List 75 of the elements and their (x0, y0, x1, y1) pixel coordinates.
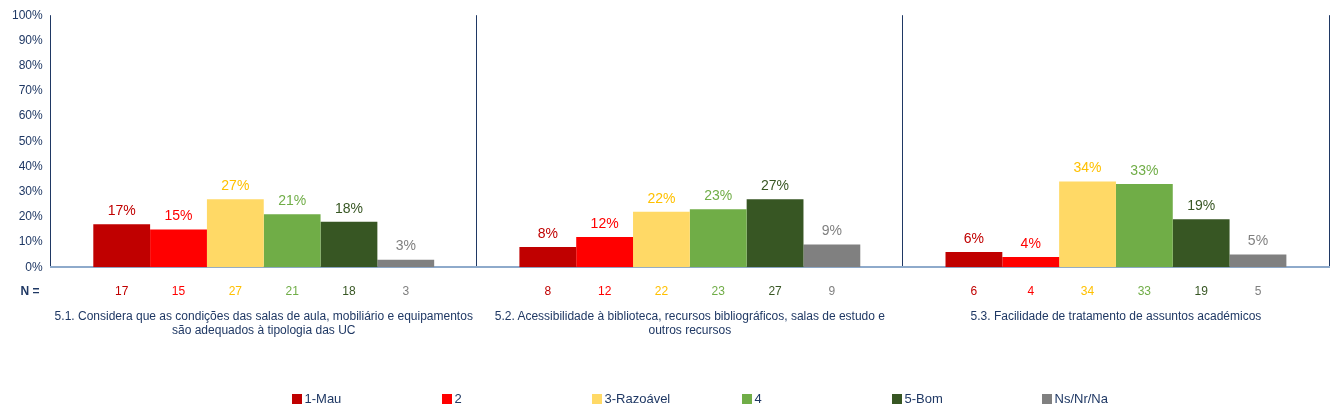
y-tick-label: 60% (18, 108, 44, 123)
data-label: 6% (963, 229, 985, 246)
x-tick-label: 5.2. Acessibilidade à biblioteca, recursos bibliográficos, salas de estudo e outros recursos (494, 308, 886, 338)
y-tick-label: 70% (18, 83, 44, 98)
bar (1115, 184, 1173, 268)
legend-label: 4 (754, 391, 762, 406)
data-label: 18% (334, 199, 363, 216)
data-label: 27% (221, 177, 250, 194)
text: 34 (1080, 283, 1095, 298)
data-label: 21% (278, 192, 307, 209)
text: 5 (1254, 283, 1262, 298)
data-label: 9% (821, 222, 842, 239)
text: 4 (1027, 283, 1035, 298)
y-tick-label: 80% (18, 57, 44, 72)
y-tick-label: 90% (18, 32, 44, 47)
data-label: 19% (1187, 197, 1216, 214)
legend-label: 3-Razoável (604, 391, 671, 406)
text: 15 (171, 283, 186, 298)
data-label: 15% (164, 207, 193, 224)
text: 18 (342, 283, 356, 298)
text: 8 (544, 283, 552, 298)
bar (320, 221, 378, 268)
bar (263, 214, 321, 268)
text: 19 (1194, 283, 1209, 298)
x-tick-label: 5.3. Facilidade de tratamento de assuntos académicos (970, 308, 1262, 323)
bar (206, 199, 264, 268)
legend-label: 2 (454, 391, 462, 406)
bar (150, 229, 207, 268)
bar (1002, 257, 1060, 268)
data-label: 5% (1247, 232, 1269, 249)
data-label: 17% (107, 202, 136, 219)
legend-label: Ns/Nr/Na (1054, 391, 1108, 406)
bar (377, 259, 435, 268)
legend-label: 5-Bom (904, 391, 943, 406)
bar (1172, 219, 1230, 268)
bar (1059, 181, 1116, 268)
y-tick-label: 40% (18, 158, 44, 173)
text: 9 (828, 283, 836, 298)
bar (1229, 254, 1287, 268)
y-tick-label: 0% (25, 259, 44, 274)
text: 12 (597, 283, 612, 298)
data-label: 23% (704, 187, 733, 204)
text: 27 (228, 283, 243, 298)
data-label: 22% (647, 189, 676, 206)
bar (519, 247, 577, 268)
data-label: 27% (761, 177, 790, 194)
data-label: 34% (1073, 159, 1102, 176)
text: 33 (1137, 283, 1152, 298)
text: 21 (285, 283, 300, 298)
bar (746, 199, 804, 268)
text: 23 (711, 283, 726, 298)
y-tick-label: 20% (18, 209, 44, 224)
bar (633, 211, 690, 268)
bar (803, 244, 861, 268)
bar (576, 236, 634, 268)
data-label: 12% (590, 214, 619, 231)
text: 27 (768, 283, 783, 298)
data-label: 8% (537, 224, 558, 241)
text: N = (20, 283, 40, 298)
data-label: 4% (1020, 234, 1041, 251)
bar (93, 224, 151, 268)
text: 6 (970, 283, 978, 298)
text: 3 (402, 283, 410, 298)
y-tick-label: 50% (18, 133, 44, 148)
legend-label: 1-Mau (304, 391, 342, 406)
bar (689, 209, 747, 268)
y-tick-label: 10% (18, 234, 44, 249)
data-label: 33% (1130, 161, 1159, 178)
text: 17 (115, 283, 129, 298)
y-tick-label: 100% (11, 7, 44, 22)
y-tick-label: 30% (18, 183, 44, 198)
data-label: 3% (395, 237, 416, 254)
bar (945, 252, 1003, 268)
text: 22 (654, 283, 669, 298)
x-tick-label: 5.1. Considera que as condições das salas de aula, mobiliário e equipamentos são adequados à tipologia das UC (54, 308, 473, 338)
